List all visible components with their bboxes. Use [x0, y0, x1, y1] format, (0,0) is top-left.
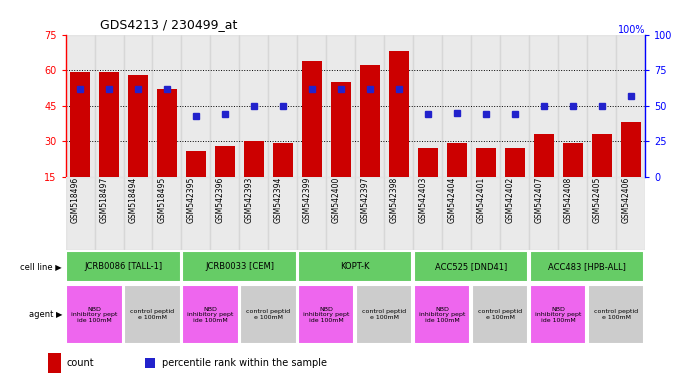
Bar	[210, 35, 239, 177]
Bar	[124, 285, 181, 344]
Bar	[388, 51, 409, 212]
Bar	[157, 89, 177, 212]
Bar	[152, 35, 181, 177]
Bar	[48, 353, 61, 373]
Bar	[442, 177, 471, 250]
Text: KOPT-K: KOPT-K	[341, 262, 370, 271]
Bar	[182, 252, 297, 283]
Text: control peptid
e 100mM: control peptid e 100mM	[130, 310, 175, 320]
Bar	[533, 134, 554, 212]
Bar	[558, 177, 587, 250]
Bar	[124, 177, 152, 250]
Text: control peptid
e 100mM: control peptid e 100mM	[246, 310, 290, 320]
Bar	[145, 358, 155, 368]
Bar	[355, 177, 384, 250]
Bar	[128, 75, 148, 212]
Bar	[500, 35, 529, 177]
Bar	[446, 144, 467, 212]
Bar	[529, 177, 558, 250]
Bar	[442, 35, 471, 177]
Text: control peptid
e 100mM: control peptid e 100mM	[594, 310, 638, 320]
Text: JCRB0033 [CEM]: JCRB0033 [CEM]	[205, 262, 274, 271]
Bar	[616, 35, 645, 177]
Text: ACC525 [DND41]: ACC525 [DND41]	[435, 262, 507, 271]
Text: NBD
inhibitory pept
ide 100mM: NBD inhibitory pept ide 100mM	[535, 306, 582, 323]
Bar	[587, 177, 616, 250]
Bar	[472, 285, 529, 344]
Bar	[95, 177, 124, 250]
Bar	[215, 146, 235, 212]
Bar	[66, 177, 95, 250]
Bar	[529, 35, 558, 177]
Bar	[356, 285, 413, 344]
Bar	[591, 134, 612, 212]
Bar	[530, 285, 586, 344]
Bar	[298, 285, 355, 344]
Bar	[331, 82, 351, 212]
Bar	[588, 285, 644, 344]
Text: percentile rank within the sample: percentile rank within the sample	[162, 358, 327, 368]
Bar	[414, 252, 529, 283]
Bar	[70, 73, 90, 212]
Bar	[210, 177, 239, 250]
Bar	[414, 285, 471, 344]
Bar	[530, 252, 644, 283]
Bar	[620, 122, 641, 212]
Text: NBD
inhibitory pept
ide 100mM: NBD inhibitory pept ide 100mM	[71, 306, 118, 323]
Bar	[95, 35, 124, 177]
Bar	[558, 35, 587, 177]
Bar	[355, 35, 384, 177]
Bar	[384, 177, 413, 250]
Bar	[471, 177, 500, 250]
Text: ACC483 [HPB-ALL]: ACC483 [HPB-ALL]	[549, 262, 626, 271]
Text: 100%: 100%	[618, 25, 645, 35]
Text: count: count	[67, 358, 95, 368]
Text: GDS4213 / 230499_at: GDS4213 / 230499_at	[100, 18, 237, 31]
Bar	[302, 61, 322, 212]
Bar	[616, 177, 645, 250]
Bar	[99, 73, 119, 212]
Bar	[471, 35, 500, 177]
Bar	[273, 144, 293, 212]
Bar	[475, 148, 496, 212]
Bar	[413, 177, 442, 250]
Bar	[182, 285, 239, 344]
Bar	[239, 35, 268, 177]
Bar	[504, 148, 525, 212]
Bar	[417, 148, 438, 212]
Bar	[268, 35, 297, 177]
Bar	[297, 35, 326, 177]
Text: NBD
inhibitory pept
ide 100mM: NBD inhibitory pept ide 100mM	[187, 306, 234, 323]
Bar	[298, 252, 413, 283]
Text: control peptid
e 100mM: control peptid e 100mM	[478, 310, 522, 320]
Text: NBD
inhibitory pept
ide 100mM: NBD inhibitory pept ide 100mM	[303, 306, 350, 323]
Bar	[268, 177, 297, 250]
Bar	[244, 141, 264, 212]
Bar	[326, 177, 355, 250]
Bar	[359, 65, 380, 212]
Bar	[66, 252, 181, 283]
Bar	[66, 285, 123, 344]
Text: NBD
inhibitory pept
ide 100mM: NBD inhibitory pept ide 100mM	[419, 306, 466, 323]
Bar	[240, 285, 297, 344]
Bar	[152, 177, 181, 250]
Bar	[413, 35, 442, 177]
Bar	[66, 35, 95, 177]
Bar	[326, 35, 355, 177]
Bar	[500, 177, 529, 250]
Bar	[181, 177, 210, 250]
Bar	[124, 35, 152, 177]
Bar	[186, 151, 206, 212]
Bar	[239, 177, 268, 250]
Text: JCRB0086 [TALL-1]: JCRB0086 [TALL-1]	[84, 262, 163, 271]
Text: control peptid
e 100mM: control peptid e 100mM	[362, 310, 406, 320]
Bar	[181, 35, 210, 177]
Bar	[562, 144, 583, 212]
Bar	[384, 35, 413, 177]
Text: cell line ▶: cell line ▶	[20, 262, 62, 271]
Bar	[587, 35, 616, 177]
Text: agent ▶: agent ▶	[28, 310, 62, 319]
Bar	[297, 177, 326, 250]
